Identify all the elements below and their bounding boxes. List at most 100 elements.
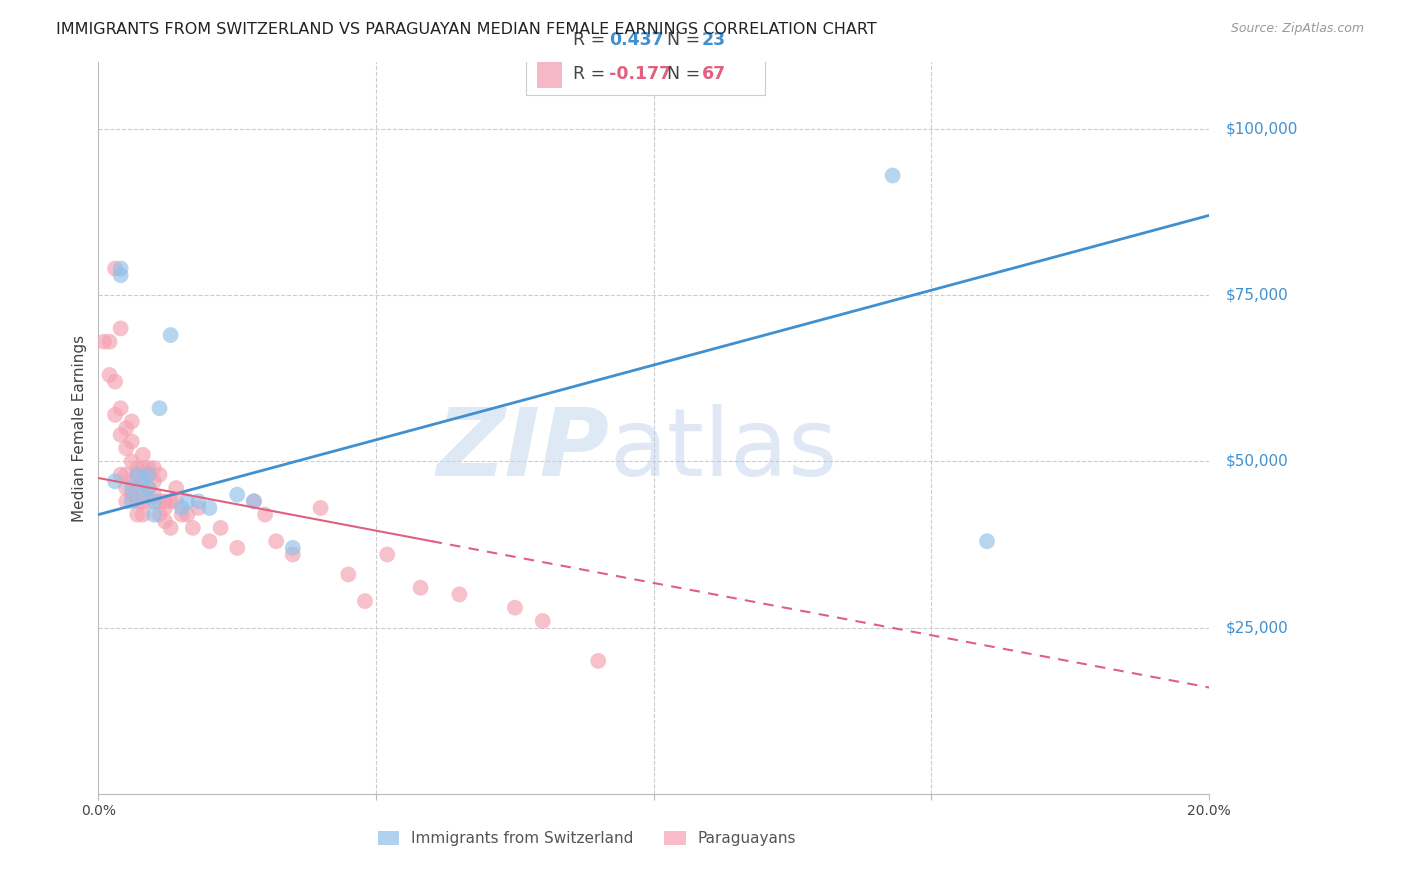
Point [138,481,160,495]
Point [153,494,176,508]
Point [187,500,209,515]
Point [127,494,149,508]
Text: atlas: atlas [609,404,838,496]
Text: N =: N = [666,30,706,49]
Point [98,368,121,382]
Point [132,475,155,489]
Y-axis label: Median Female Earnings: Median Female Earnings [72,334,87,522]
Point [143,508,166,522]
Text: IMMIGRANTS FROM SWITZERLAND VS PARAGUAYAN MEDIAN FEMALE EARNINGS CORRELATION CHA: IMMIGRANTS FROM SWITZERLAND VS PARAGUAYA… [56,22,877,37]
Point [115,481,138,495]
Point [127,467,149,482]
Point [409,581,432,595]
Point [226,541,249,555]
Point [148,508,170,522]
Point [110,427,132,442]
Point [110,467,132,482]
Text: 23: 23 [702,30,725,49]
Point [121,415,143,429]
Point [375,548,398,562]
Text: $50,000: $50,000 [1226,454,1288,469]
Point [264,534,287,549]
Point [110,401,132,416]
Text: Source: ZipAtlas.com: Source: ZipAtlas.com [1230,22,1364,36]
Point [127,461,149,475]
Point [281,541,304,555]
Point [588,654,610,668]
Point [531,614,554,628]
Point [354,594,377,608]
Point [104,475,127,489]
Text: 67: 67 [702,65,725,83]
Point [153,500,176,515]
Point [153,514,176,528]
Point [121,494,143,508]
Point [115,467,138,482]
Point [209,521,232,535]
Point [98,334,121,349]
Point [110,321,132,335]
Point [115,421,138,435]
Point [226,488,249,502]
Point [243,494,266,508]
Point [127,467,149,482]
Point [503,600,526,615]
Point [187,494,209,508]
Point [148,401,170,416]
Point [138,467,160,482]
Point [243,494,266,508]
Point [143,494,166,508]
Point [170,508,193,522]
Text: N =: N = [666,65,706,83]
Point [976,534,998,549]
Point [104,261,127,276]
Point [159,521,181,535]
Point [93,334,115,349]
Point [309,500,332,515]
Point [132,488,155,502]
Point [132,508,155,522]
Point [121,434,143,449]
Text: $75,000: $75,000 [1226,288,1288,302]
Point [138,494,160,508]
Point [143,488,166,502]
Point [449,587,471,601]
Point [170,500,193,515]
Point [281,548,304,562]
FancyBboxPatch shape [526,19,765,95]
Point [198,500,221,515]
Point [127,508,149,522]
Point [104,375,127,389]
Text: 0.437: 0.437 [609,30,664,49]
Point [110,268,132,283]
Point [165,494,187,508]
Point [127,481,149,495]
Point [165,481,187,495]
Point [132,475,155,489]
Point [159,328,181,343]
Text: R =: R = [572,30,610,49]
Text: $100,000: $100,000 [1226,121,1298,136]
Point [138,467,160,482]
Point [121,488,143,502]
FancyBboxPatch shape [537,26,561,54]
Point [198,534,221,549]
Point [121,454,143,468]
Point [110,261,132,276]
Point [138,461,160,475]
Text: $25,000: $25,000 [1226,620,1288,635]
Point [121,481,143,495]
Point [148,494,170,508]
Point [176,508,198,522]
Point [132,461,155,475]
Legend: Immigrants from Switzerland, Paraguayans: Immigrants from Switzerland, Paraguayans [371,825,803,852]
Point [159,494,181,508]
Point [115,441,138,455]
Point [253,508,276,522]
Point [132,448,155,462]
Point [176,494,198,508]
Point [104,408,127,422]
Point [143,461,166,475]
Text: -0.177: -0.177 [609,65,672,83]
Point [138,481,160,495]
